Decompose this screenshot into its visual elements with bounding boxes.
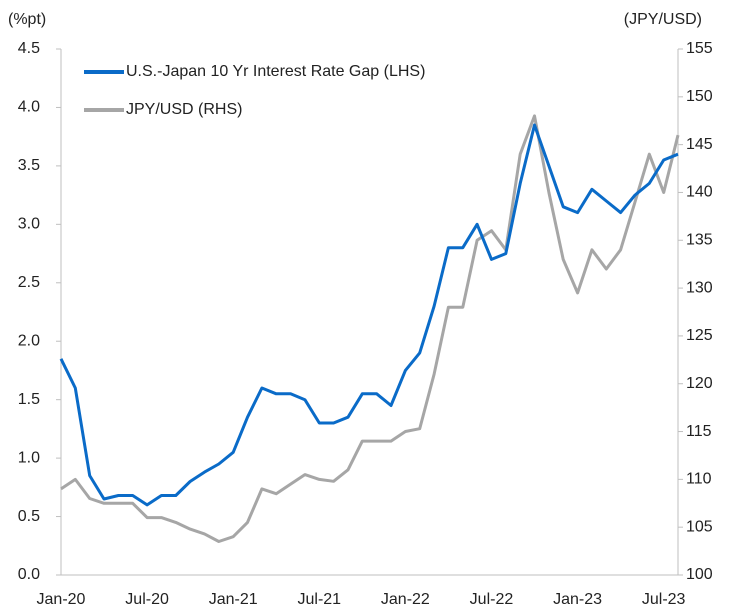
y2-tick-label: 110 [686,471,712,488]
x-tick-label: Jan-21 [209,591,258,608]
x-tick-label: Jul-23 [642,591,686,608]
y2-tick-label: 150 [686,88,713,105]
y-tick-label: 0.0 [18,566,40,583]
legend-label: U.S.-Japan 10 Yr Interest Rate Gap (LHS) [126,63,425,80]
y2-tick-label: 135 [686,231,713,248]
x-tick-label: Jul-22 [470,591,514,608]
y2-tick-label: 130 [686,279,713,296]
y-tick-label: 1.5 [18,391,40,408]
y-tick-label: 1.0 [18,449,40,466]
series-line [59,123,679,507]
x-tick-label: Jul-21 [297,591,341,608]
y2-tick-label: 145 [686,136,713,153]
x-tick-label: Jul-20 [125,591,169,608]
series-line [60,114,680,543]
y-tick-label: 4.5 [18,40,40,57]
y-tick-label: 4.0 [18,99,40,116]
y2-tick-label: 105 [686,518,713,535]
y2-axis-label: (JPY/USD) [624,11,702,28]
y2-tick-label: 155 [686,40,713,57]
y2-tick-label: 140 [686,184,713,201]
x-tick-label: Jan-20 [37,591,86,608]
y2-tick-label: 120 [686,375,713,392]
y2-tick-label: 115 [686,423,712,440]
legend-label: JPY/USD (RHS) [126,101,242,118]
y-tick-label: 0.5 [18,508,40,525]
y-tick-label: 2.0 [18,332,40,349]
y-tick-label: 3.5 [18,157,40,174]
x-tick-label: Jan-23 [553,591,602,608]
y-axis-label: (%pt) [8,11,46,28]
y2-tick-label: 125 [686,327,713,344]
y-tick-label: 2.5 [18,274,40,291]
y2-tick-label: 100 [686,566,713,583]
y-tick-label: 3.0 [18,216,40,233]
x-tick-label: Jan-22 [381,591,430,608]
